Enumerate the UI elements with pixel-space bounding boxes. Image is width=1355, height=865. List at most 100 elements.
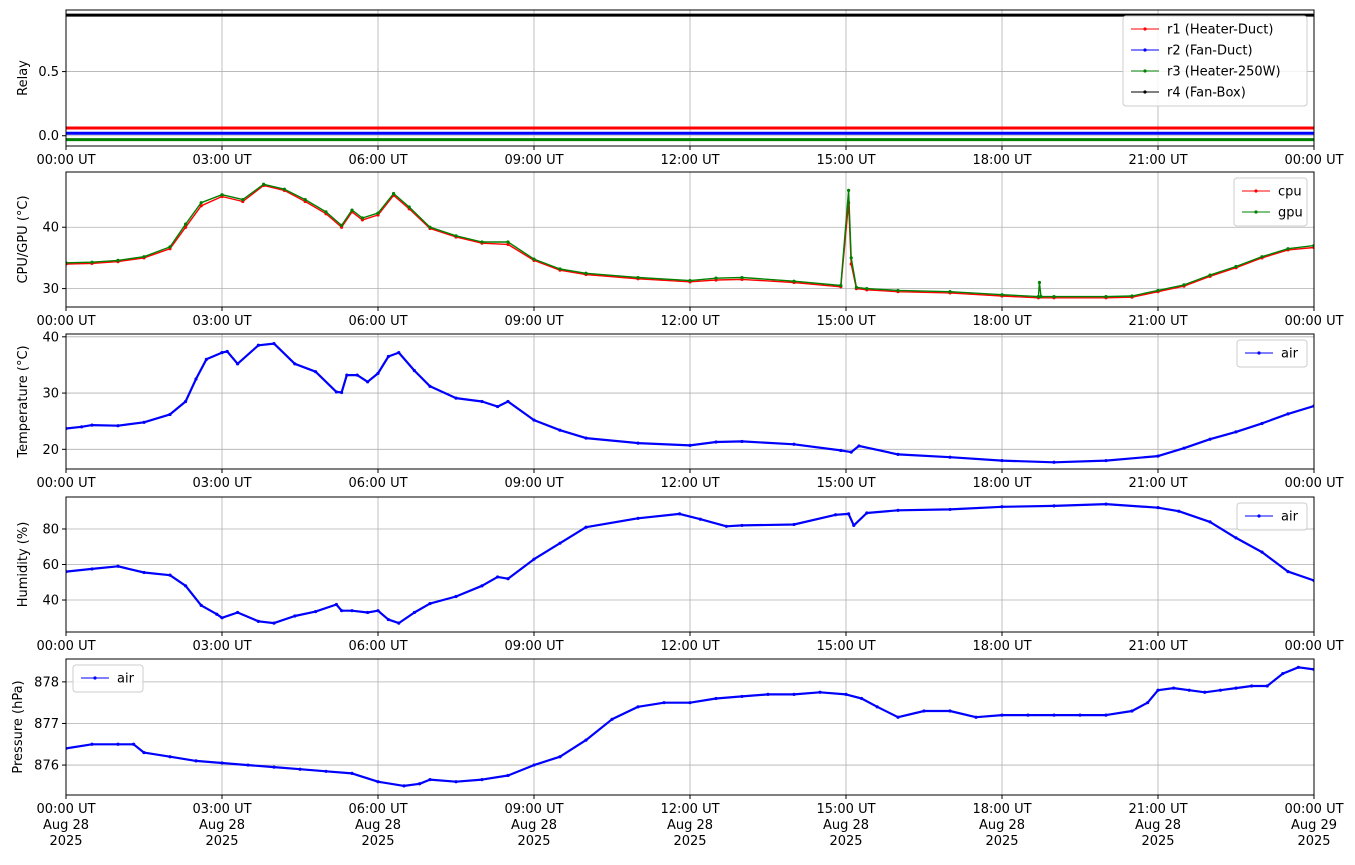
x-tick-year-label: 2025: [49, 834, 82, 849]
data-point: [558, 428, 562, 432]
data-point: [1156, 288, 1160, 293]
data-point: [792, 279, 796, 283]
y-tick-label: 876: [34, 759, 59, 774]
data-point: [204, 357, 208, 361]
y-axis-label: CPU/GPU (°C): [16, 195, 31, 283]
data-point: [1052, 294, 1056, 299]
data-point: [636, 275, 640, 280]
y-axis-label: Humidity (%): [16, 522, 31, 608]
x-tick-date-label: Aug 28: [199, 818, 245, 833]
data-point: [839, 283, 843, 288]
x-tick-label: 03:00 UT: [192, 153, 251, 168]
data-point: [386, 354, 390, 359]
chart-panel-4: 40 60 80 Humidity (%) 00:00 UT 03:00 UT 06:00 …: [16, 496, 1344, 654]
data-point: [116, 424, 120, 428]
x-tick-label: 09:00 UT: [504, 476, 563, 491]
data-point: [792, 442, 796, 446]
data-point: [1104, 458, 1108, 463]
data-point: [974, 715, 978, 719]
data-point: [194, 377, 198, 381]
data-point: [1260, 550, 1264, 554]
data-point: [1052, 460, 1056, 464]
data-point: [1208, 520, 1212, 524]
data-point: [480, 399, 484, 404]
legend: air: [1236, 339, 1308, 368]
data-point: [610, 717, 614, 721]
data-point: [345, 373, 349, 377]
x-tick-label: 00:00 UT: [36, 802, 95, 817]
data-point: [1026, 713, 1030, 717]
data-point: [1172, 686, 1176, 690]
data-point: [740, 523, 744, 528]
data-point: [844, 692, 848, 696]
data-point: [1000, 713, 1004, 717]
legend-entry: r2 (Fan-Duct): [1167, 44, 1253, 59]
y-tick-label: 40: [42, 221, 59, 236]
data-point: [636, 705, 640, 709]
x-tick-year-label: 2025: [673, 834, 706, 849]
legend-swatch-marker: [1254, 210, 1258, 214]
x-tick-label: 09:00 UT: [504, 314, 563, 329]
legend-box: [1233, 177, 1308, 227]
x-tick-label: 12:00 UT: [660, 153, 719, 168]
data-point: [1187, 688, 1191, 692]
legend-swatch-marker: [1143, 69, 1147, 73]
legend: r1 (Heater-Duct) r2 (Fan-Duct) r3 (Heater-…: [1122, 15, 1308, 107]
data-point: [834, 513, 838, 517]
x-tick-label: 18:00 UT: [972, 802, 1031, 817]
x-tick-year-label: 2025: [1141, 834, 1174, 849]
data-point: [532, 763, 536, 767]
data-point: [355, 373, 359, 377]
data-point: [849, 450, 853, 454]
data-point: [454, 234, 458, 238]
x-tick-label: 06:00 UT: [348, 802, 407, 817]
data-point: [584, 436, 588, 440]
data-point: [1039, 294, 1043, 299]
data-point: [1260, 421, 1264, 426]
data-point: [272, 765, 276, 769]
data-point: [1156, 688, 1160, 692]
legend-swatch-marker: [1143, 90, 1147, 94]
x-tick-label: 12:00 UT: [660, 476, 719, 491]
data-point: [678, 512, 682, 516]
data-point: [262, 182, 266, 186]
data-point: [220, 350, 224, 355]
data-point: [340, 390, 344, 395]
data-point: [839, 448, 843, 453]
legend-box: [1122, 15, 1308, 107]
x-tick-year-label: 2025: [985, 834, 1018, 849]
y-tick-label: 877: [34, 717, 59, 732]
data-point: [184, 399, 188, 404]
data-point: [496, 404, 500, 409]
data-point: [412, 368, 416, 373]
data-point: [740, 275, 744, 280]
data-point: [350, 609, 354, 613]
data-point: [1281, 671, 1285, 676]
data-point: [865, 511, 869, 515]
legend-entry: air: [117, 672, 135, 687]
data-point: [428, 384, 432, 388]
data-point: [225, 349, 229, 354]
data-point: [496, 575, 500, 579]
data-point: [360, 216, 364, 220]
x-tick-label: 03:00 UT: [192, 476, 251, 491]
data-point: [506, 577, 510, 581]
data-point: [948, 507, 952, 512]
data-point: [896, 288, 900, 293]
legend-box: [1236, 502, 1308, 531]
x-tick-date-label: Aug 29: [1291, 818, 1337, 833]
legend-entry: air: [1281, 510, 1299, 525]
data-point: [847, 512, 851, 516]
data-point: [852, 523, 856, 528]
legend: cpu gpu: [1233, 177, 1308, 227]
data-point: [454, 780, 458, 784]
legend-swatch-marker: [1143, 27, 1147, 31]
x-tick-label: 12:00 UT: [660, 314, 719, 329]
x-tick-label: 00:00 UT: [1284, 639, 1343, 654]
data-point: [480, 240, 484, 244]
chart-panel-2: 30 40 CPU/GPU (°C) 00:00 UT 03:00 UT 06:00 UT…: [16, 171, 1344, 329]
legend: air: [72, 664, 144, 693]
data-point: [142, 420, 146, 424]
data-point: [376, 371, 380, 375]
data-point: [1000, 505, 1004, 509]
